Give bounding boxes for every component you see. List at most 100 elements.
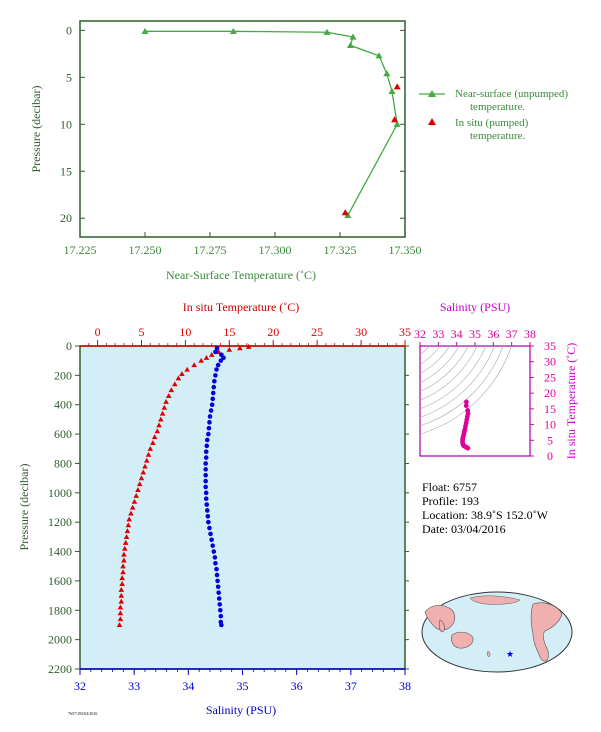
temperature-point xyxy=(198,357,205,363)
x-tick-label: 17.325 xyxy=(324,243,357,257)
salinity-point xyxy=(205,514,211,519)
temperature-tick-label: 5 xyxy=(138,325,144,339)
y-tick-label: 5 xyxy=(66,70,72,84)
profile-ticks: 0 5 10 15 20 25 30 35 32 33 34 35 36 37 38 0 200 400 600 80… xyxy=(48,325,411,693)
y-tick-label: 10 xyxy=(60,117,72,131)
map-landmass-asia xyxy=(424,605,456,631)
ts-x-tick-label: 33 xyxy=(432,327,444,341)
temperature-point xyxy=(136,481,143,487)
temperature-point xyxy=(128,510,134,516)
salinity-point xyxy=(215,584,221,590)
ts-x-tick-label: 35 xyxy=(469,327,481,341)
x-tick-label: 17.300 xyxy=(259,243,292,257)
near-surface-point xyxy=(349,33,357,40)
salinity-point xyxy=(208,531,213,537)
salinity-point xyxy=(203,449,209,455)
salinity-tick-label: 33 xyxy=(128,679,140,693)
pressure-tick-label: 2200 xyxy=(48,662,72,676)
temperature-point xyxy=(120,569,126,575)
salinity-point xyxy=(203,478,208,484)
density-contour-line xyxy=(321,242,439,360)
legend-label-in-situ-2: temperature. xyxy=(470,130,526,142)
in-situ-markers xyxy=(341,83,401,216)
salinity-point xyxy=(210,396,216,402)
temperature-point xyxy=(119,575,125,581)
pressure-tick-label: 600 xyxy=(54,427,72,441)
salinity-tick-label: 36 xyxy=(291,679,303,693)
near-surface-point xyxy=(388,87,396,95)
temperature-point xyxy=(121,557,127,563)
temperature-point xyxy=(125,522,132,528)
map-landmass-nz xyxy=(487,650,491,658)
salinity-point xyxy=(204,508,210,513)
map-landmass-north xyxy=(469,595,521,605)
temperature-point xyxy=(121,545,128,551)
salinity-point xyxy=(215,362,221,368)
x-tick-label: 17.225 xyxy=(64,243,97,257)
ts-y-tick-label: 25 xyxy=(544,370,556,384)
float-id: Float: 6757 xyxy=(422,480,477,494)
temperature-point xyxy=(151,434,158,440)
salinity-point xyxy=(218,613,224,619)
temperature-point xyxy=(117,610,124,616)
temperature-point xyxy=(145,451,152,457)
salinity-point xyxy=(217,607,223,613)
temperature-tick-label: 30 xyxy=(355,325,367,339)
temperature-point xyxy=(179,371,185,376)
in-situ-point xyxy=(393,83,401,90)
salinity-point xyxy=(209,537,214,543)
x-tick-label: 17.250 xyxy=(129,243,162,257)
ts-x-tick-label: 38 xyxy=(524,327,536,341)
profile-plot-frame xyxy=(79,345,406,670)
temperature-point xyxy=(117,604,124,610)
temperature-point xyxy=(143,457,150,463)
salinity-point xyxy=(214,572,220,578)
temperature-point xyxy=(163,398,169,404)
salinity-point xyxy=(211,384,217,390)
ts-y-label: In situ Temperature (˚C) xyxy=(564,343,578,460)
salinity-point xyxy=(217,602,223,607)
salinity-point xyxy=(203,490,209,496)
map-landmass-americas xyxy=(530,602,563,662)
temperature-point xyxy=(118,586,125,592)
temperature-point xyxy=(203,354,210,360)
near-surface-point xyxy=(383,70,391,77)
salinity-point xyxy=(203,472,208,478)
ts-point xyxy=(463,403,469,409)
temperature-point xyxy=(122,539,129,545)
ts-x-tick-label: 32 xyxy=(414,327,426,341)
salinity-point xyxy=(216,596,222,601)
ts-x-tick-label: 34 xyxy=(451,327,463,341)
pressure-tick-label: 800 xyxy=(54,456,72,470)
temperature-point xyxy=(133,492,140,498)
temperature-point xyxy=(135,487,141,492)
salinity-tick-label: 34 xyxy=(182,679,194,693)
legend-label-near-surface: Near-surface (unpumped) xyxy=(455,88,568,100)
pressure-tick-label: 1800 xyxy=(48,603,72,617)
temperature-point xyxy=(116,622,123,628)
near-surface-plot-frame xyxy=(79,20,406,238)
salinity-point xyxy=(213,373,218,378)
ts-y-tick-label: 30 xyxy=(544,355,556,369)
float-location: Location: 38.9˚S 152.0˚W xyxy=(422,508,549,522)
near-surface-series-line xyxy=(145,30,398,216)
salinity-point xyxy=(203,496,209,501)
near-surface-point xyxy=(141,27,149,34)
temperature-axis-title: In situ Temperature (˚C) xyxy=(183,300,300,314)
pressure-tick-label: 1200 xyxy=(48,515,72,529)
salinity-tick-label: 38 xyxy=(399,679,411,693)
near-surface-point xyxy=(323,28,331,35)
ts-markers xyxy=(460,399,471,451)
salinity-point xyxy=(207,420,212,425)
ts-x-label: Salinity (PSU) xyxy=(440,300,510,314)
near-surface-point xyxy=(375,52,383,59)
salinity-profile-markers xyxy=(203,345,226,628)
temperature-point xyxy=(118,592,125,598)
temperature-point xyxy=(175,375,182,381)
salinity-tick-label: 32 xyxy=(74,679,86,693)
salinity-point xyxy=(206,519,211,525)
temperature-point xyxy=(159,410,166,416)
salinity-tick-label: 37 xyxy=(345,679,357,693)
y-tick-label: 20 xyxy=(60,211,72,225)
